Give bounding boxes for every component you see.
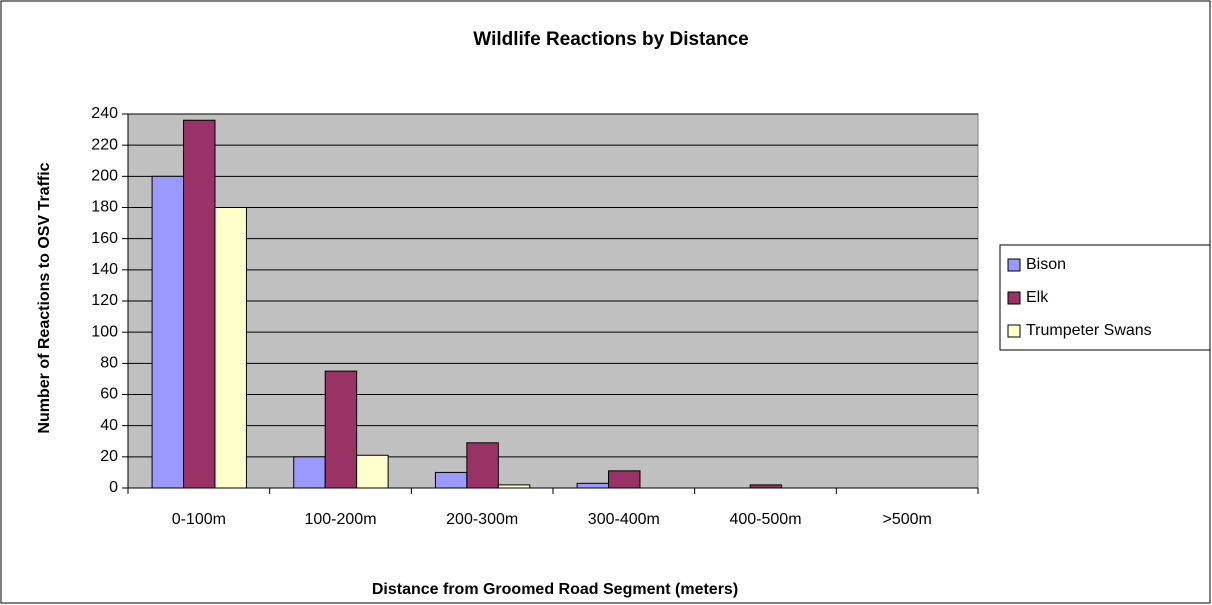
y-tick-label: 160 bbox=[91, 230, 118, 247]
y-tick-label: 20 bbox=[100, 448, 118, 465]
legend-swatch bbox=[1007, 324, 1021, 338]
y-tick-label: 140 bbox=[91, 261, 118, 278]
legend-box bbox=[999, 244, 1211, 351]
y-tick-label: 200 bbox=[91, 168, 118, 185]
legend-label: Bison bbox=[1026, 256, 1066, 273]
bar bbox=[576, 482, 610, 489]
bar bbox=[466, 442, 499, 489]
x-tick-label: 100-200m bbox=[304, 511, 376, 528]
chart-title: Wildlife Reactions by Distance bbox=[473, 29, 748, 50]
y-tick-label: 80 bbox=[100, 355, 118, 372]
y-tick-label: 60 bbox=[100, 386, 118, 403]
y-tick-label: 220 bbox=[91, 136, 118, 153]
y-axis-title: Number of Reactions to OSV Traffic bbox=[36, 162, 53, 433]
x-tick-label: 300-400m bbox=[588, 511, 660, 528]
x-tick-label: >500m bbox=[882, 511, 931, 528]
x-tick-label: 0-100m bbox=[172, 511, 226, 528]
bar bbox=[151, 175, 185, 489]
y-tick-label: 40 bbox=[100, 417, 118, 434]
bar bbox=[749, 484, 783, 489]
bar bbox=[214, 207, 247, 489]
x-tick-label: 200-300m bbox=[446, 511, 518, 528]
y-tick-label: 100 bbox=[91, 323, 118, 340]
y-tick-label: 0 bbox=[109, 479, 118, 496]
y-tick-label: 120 bbox=[91, 292, 118, 309]
x-axis-title: Distance from Groomed Road Segment (mete… bbox=[372, 581, 738, 598]
y-tick-label: 180 bbox=[91, 199, 118, 216]
bar bbox=[324, 370, 358, 489]
bar bbox=[608, 470, 641, 489]
legend-label: Elk bbox=[1026, 289, 1049, 306]
bar bbox=[293, 456, 326, 489]
legend-swatch bbox=[1007, 258, 1021, 272]
legend-swatch bbox=[1007, 291, 1021, 305]
legend-label: Trumpeter Swans bbox=[1026, 322, 1152, 339]
bar bbox=[356, 454, 389, 489]
bar bbox=[497, 484, 531, 489]
bar bbox=[434, 471, 468, 489]
x-tick-label: 400-500m bbox=[729, 511, 801, 528]
y-tick-label: 240 bbox=[91, 105, 118, 122]
bar bbox=[183, 119, 216, 489]
